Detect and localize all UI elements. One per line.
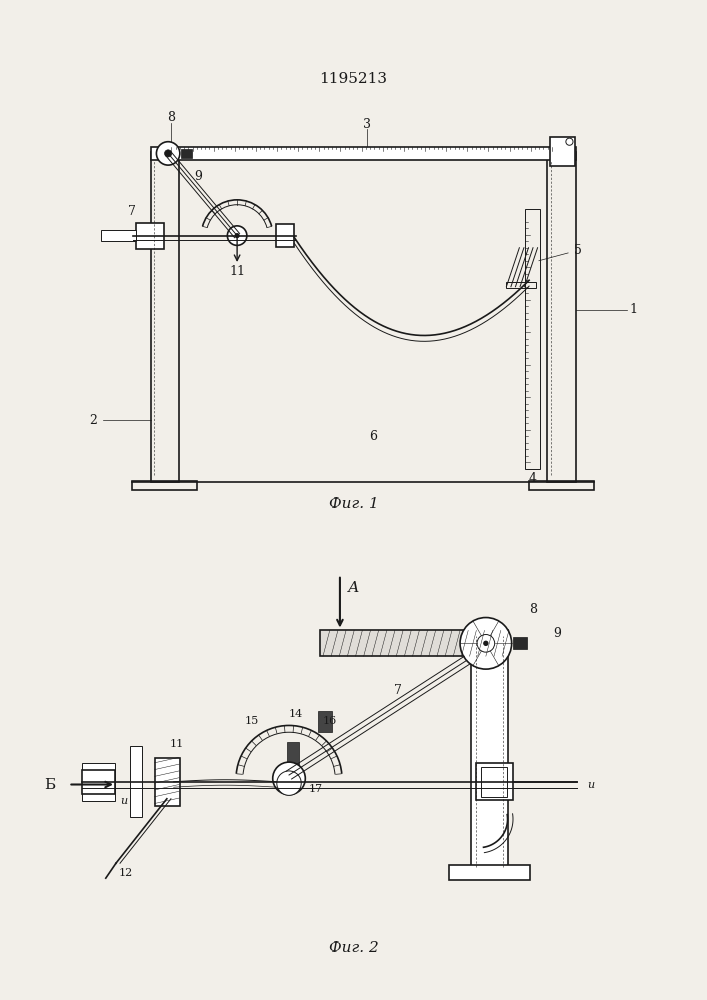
- Bar: [550, 137, 575, 166]
- Text: 8: 8: [168, 111, 175, 124]
- Text: А: А: [348, 581, 359, 595]
- Bar: [287, 742, 299, 767]
- Text: и: и: [120, 796, 128, 806]
- Bar: [529, 481, 594, 490]
- Circle shape: [483, 641, 489, 646]
- Circle shape: [273, 762, 305, 795]
- Bar: [82, 770, 115, 794]
- Text: 5: 5: [574, 244, 582, 257]
- Bar: [151, 147, 576, 160]
- Text: 7: 7: [129, 205, 136, 218]
- Circle shape: [284, 773, 294, 784]
- Circle shape: [228, 226, 247, 245]
- Bar: [506, 282, 536, 288]
- Bar: [129, 746, 142, 817]
- Bar: [481, 767, 507, 797]
- Text: 11: 11: [170, 739, 184, 749]
- Circle shape: [277, 771, 301, 795]
- Text: 14: 14: [288, 709, 303, 719]
- Bar: [547, 152, 576, 482]
- Bar: [525, 209, 539, 469]
- Circle shape: [235, 233, 240, 238]
- Bar: [181, 149, 192, 158]
- Bar: [100, 230, 136, 241]
- Bar: [136, 223, 163, 249]
- Circle shape: [165, 150, 172, 157]
- Text: Фиг. 1: Фиг. 1: [329, 497, 378, 511]
- Text: 2: 2: [89, 414, 98, 427]
- Text: 12: 12: [119, 868, 133, 878]
- Bar: [276, 224, 294, 247]
- Bar: [82, 763, 115, 801]
- Circle shape: [156, 142, 180, 165]
- Bar: [317, 711, 332, 732]
- Bar: [476, 763, 513, 800]
- Text: 9: 9: [194, 170, 202, 183]
- Bar: [320, 630, 508, 656]
- Bar: [155, 758, 180, 806]
- Text: 8: 8: [530, 603, 537, 616]
- Text: 16: 16: [322, 716, 337, 726]
- Bar: [132, 481, 197, 490]
- Text: 3: 3: [363, 118, 370, 131]
- Text: Фиг. 2: Фиг. 2: [329, 941, 378, 955]
- Bar: [471, 636, 508, 867]
- Text: 4: 4: [528, 472, 537, 485]
- Text: 11: 11: [229, 265, 245, 278]
- Circle shape: [477, 635, 495, 652]
- Text: 1: 1: [629, 303, 637, 316]
- Text: 17: 17: [309, 784, 323, 794]
- Text: и: и: [588, 780, 595, 790]
- Bar: [151, 152, 179, 482]
- Bar: [513, 637, 527, 649]
- Circle shape: [460, 618, 512, 669]
- Text: 15: 15: [245, 716, 259, 726]
- Bar: [448, 865, 530, 880]
- Text: 9: 9: [553, 627, 561, 640]
- Text: 1195213: 1195213: [320, 72, 387, 86]
- Text: Б: Б: [44, 778, 55, 792]
- Text: 6: 6: [369, 430, 377, 443]
- Text: 7: 7: [395, 684, 402, 697]
